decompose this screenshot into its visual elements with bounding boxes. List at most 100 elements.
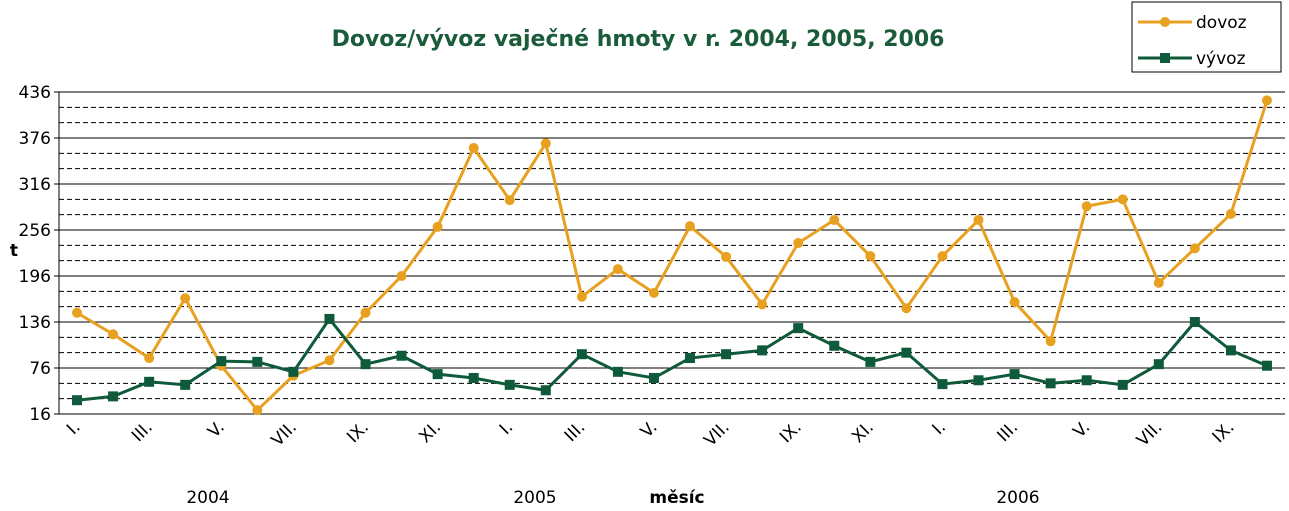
marker — [432, 221, 443, 232]
y-tick-label: 436 — [19, 83, 51, 103]
marker — [1225, 345, 1236, 356]
marker — [1225, 208, 1236, 219]
marker — [793, 238, 804, 249]
marker — [901, 303, 912, 314]
marker — [252, 405, 263, 416]
marker — [540, 385, 551, 396]
marker — [612, 366, 623, 377]
marker — [757, 345, 768, 356]
marker — [1189, 243, 1200, 254]
marker — [72, 307, 83, 318]
marker — [901, 347, 912, 358]
marker — [793, 323, 804, 334]
chart-title: Dovoz/vývoz vaječné hmoty v r. 2004, 200… — [332, 27, 945, 52]
marker — [72, 395, 83, 406]
marker — [288, 366, 299, 377]
marker — [937, 379, 948, 390]
marker — [1117, 379, 1128, 390]
marker — [576, 349, 587, 360]
x-tick-label: III. — [561, 417, 590, 446]
x-tick-label: VII. — [268, 417, 301, 450]
series-line — [76, 316, 1268, 402]
marker — [937, 251, 948, 262]
marker — [1261, 95, 1272, 106]
marker — [576, 291, 587, 302]
marker — [1009, 369, 1020, 380]
marker — [721, 349, 732, 360]
marker — [1081, 201, 1092, 212]
marker — [648, 287, 659, 298]
marker — [396, 350, 407, 361]
marker — [973, 215, 984, 226]
marker — [865, 356, 876, 367]
x-tick-label: IX. — [1209, 417, 1239, 447]
x-tick-label: V. — [1070, 417, 1095, 442]
marker — [685, 353, 696, 364]
marker — [108, 329, 119, 340]
x-axis-title: měsíc — [649, 488, 704, 508]
x-tick-label: VII. — [700, 417, 733, 450]
x-tick-label: I. — [63, 417, 85, 439]
x-tick-label: XI. — [848, 417, 878, 447]
marker — [432, 369, 443, 380]
marker — [1081, 375, 1092, 386]
legend-box — [1131, 1, 1282, 73]
y-tick-label: 316 — [19, 175, 51, 195]
marker — [180, 293, 191, 304]
x-tick-label: I. — [928, 417, 950, 439]
marker — [324, 355, 335, 366]
y-tick-label: 196 — [19, 267, 51, 287]
series-line — [76, 99, 1269, 413]
marker — [324, 313, 335, 324]
marker — [144, 376, 155, 387]
legend-marker — [1160, 53, 1170, 63]
marker — [1045, 378, 1056, 389]
marker — [1117, 194, 1128, 205]
year-label: 2004 — [186, 488, 229, 508]
marker — [1045, 336, 1056, 347]
legend-label: vývoz — [1196, 49, 1246, 69]
marker — [612, 264, 623, 275]
marker — [360, 307, 371, 318]
y-axis-title: t — [10, 241, 18, 261]
y-tick-label: 136 — [19, 313, 51, 333]
marker — [144, 353, 155, 364]
x-tick-label: III. — [993, 417, 1022, 446]
marker — [757, 299, 768, 310]
x-tick-label: I. — [496, 417, 518, 439]
x-tick-label: V. — [204, 417, 229, 442]
marker — [1153, 359, 1164, 370]
y-tick-label: 256 — [19, 221, 51, 241]
marker — [829, 215, 840, 226]
marker — [648, 372, 659, 383]
marker — [360, 359, 371, 370]
year-label: 2005 — [513, 488, 556, 508]
marker — [504, 195, 515, 206]
marker — [829, 340, 840, 351]
x-tick-label: VII. — [1133, 417, 1166, 450]
marker — [1189, 317, 1200, 327]
x-tick-label: XI. — [415, 417, 445, 447]
marker — [216, 356, 227, 367]
y-tick-label: 16 — [29, 405, 51, 425]
marker — [540, 138, 551, 149]
legend-label: dovoz — [1196, 13, 1247, 33]
marker — [1153, 277, 1164, 288]
marker — [504, 379, 515, 390]
marker — [108, 391, 119, 402]
marker — [685, 221, 696, 232]
marker — [1261, 360, 1272, 371]
marker — [252, 356, 263, 367]
marker — [865, 251, 876, 262]
y-tick-label: 376 — [19, 129, 51, 149]
marker — [396, 271, 407, 281]
x-tick-label: IX. — [343, 417, 373, 447]
marker — [1009, 297, 1020, 308]
legend-marker — [1160, 17, 1170, 27]
y-tick-label: 76 — [29, 359, 51, 379]
x-tick-label: V. — [637, 417, 662, 442]
marker — [468, 372, 479, 383]
x-tick-label: IX. — [776, 417, 806, 447]
marker — [973, 375, 984, 386]
